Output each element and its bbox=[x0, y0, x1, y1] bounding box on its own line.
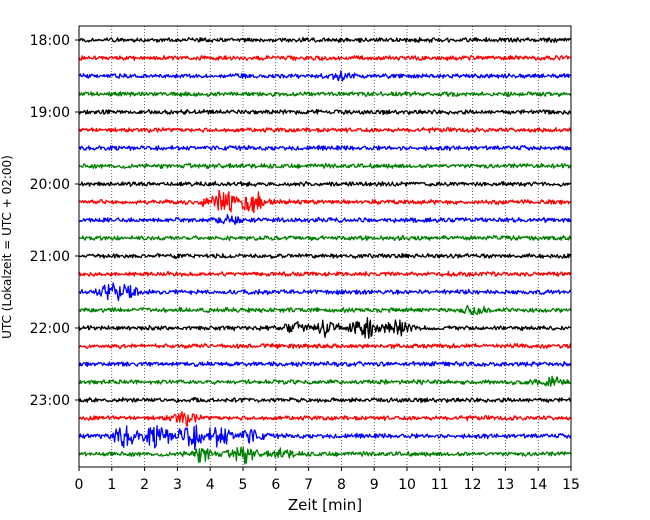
trace-2045 bbox=[78, 234, 572, 242]
y-tick-label: 19:00 bbox=[30, 105, 70, 121]
x-tick-label: 14 bbox=[529, 477, 547, 493]
trace-2130 bbox=[78, 282, 572, 302]
trace-2115 bbox=[78, 270, 572, 278]
trace-1930 bbox=[78, 144, 572, 152]
y-axis: 18:00 19:00 20:00 21:00 22:00 23:00 bbox=[30, 33, 79, 409]
y-tick-label: 20:00 bbox=[30, 177, 70, 193]
trace-2000 bbox=[78, 180, 572, 188]
y-tick-label: 18:00 bbox=[30, 33, 70, 49]
x-tick-label: 13 bbox=[496, 477, 514, 493]
trace-2230 bbox=[78, 360, 572, 368]
trace-2015 bbox=[78, 189, 572, 214]
x-tick-label: 2 bbox=[140, 477, 149, 493]
x-tick-label: 6 bbox=[271, 477, 280, 493]
trace-2300 bbox=[78, 396, 571, 404]
trace-1800 bbox=[78, 36, 572, 43]
trace-2330 bbox=[78, 424, 572, 451]
x-tick-label: 9 bbox=[370, 477, 379, 493]
x-tick-label: 8 bbox=[337, 477, 346, 493]
trace-1815 bbox=[78, 54, 572, 61]
y-tick-label: 23:00 bbox=[30, 393, 70, 409]
x-axis-label: Zeit [min] bbox=[288, 496, 362, 514]
trace-1900 bbox=[78, 108, 572, 116]
y-axis-label: UTC (Lokalzeit = UTC + 02:00) bbox=[0, 155, 14, 339]
x-axis: 0 1 2 3 4 5 6 7 8 9 10 11 12 13 14 15 bbox=[75, 467, 580, 493]
trace-2100 bbox=[78, 252, 572, 260]
trace-2315 bbox=[78, 411, 572, 427]
x-tick-label: 12 bbox=[464, 477, 482, 493]
traces bbox=[78, 36, 572, 465]
x-tick-label: 1 bbox=[107, 477, 116, 493]
y-tick-label: 22:00 bbox=[30, 321, 70, 337]
x-tick-label: 4 bbox=[206, 477, 215, 493]
x-tick-label: 11 bbox=[431, 477, 449, 493]
trace-1915 bbox=[78, 126, 572, 134]
trace-2145 bbox=[78, 304, 572, 316]
trace-1845 bbox=[78, 90, 572, 98]
trace-2030 bbox=[78, 213, 572, 226]
x-tick-label: 0 bbox=[75, 477, 84, 493]
trace-2200 bbox=[78, 316, 572, 339]
x-tick-label: 15 bbox=[562, 477, 580, 493]
trace-1830 bbox=[78, 70, 572, 82]
x-tick-label: 7 bbox=[304, 477, 313, 493]
trace-2245 bbox=[78, 375, 572, 387]
x-tick-label: 10 bbox=[398, 477, 416, 493]
x-tick-label: 5 bbox=[239, 477, 248, 493]
plot-frame bbox=[78, 25, 572, 468]
x-tick-label: 3 bbox=[173, 477, 182, 493]
trace-1945 bbox=[78, 162, 572, 170]
y-tick-label: 21:00 bbox=[30, 249, 70, 265]
trace-2345 bbox=[78, 446, 572, 465]
trace-2215 bbox=[78, 342, 572, 350]
